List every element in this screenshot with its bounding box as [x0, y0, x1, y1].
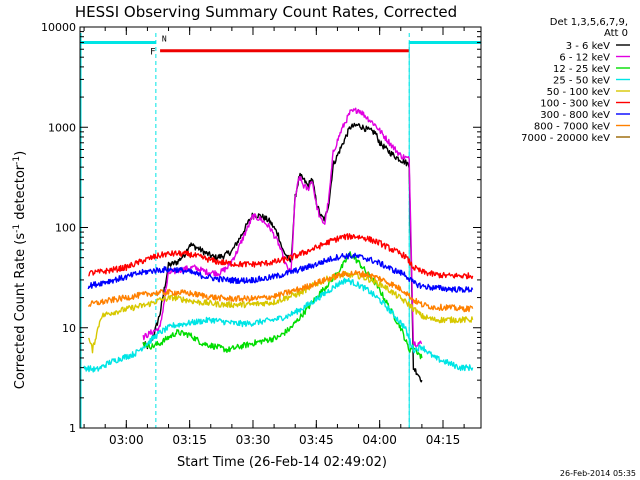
- y-axis-label-sup1: -1: [12, 224, 22, 233]
- legend-label-6: 300 - 800 keV: [540, 110, 610, 121]
- x-tick-label-1: 03:15: [172, 433, 207, 447]
- legend-label-1: 6 - 12 keV: [559, 53, 610, 64]
- y-axis-label-end: ): [13, 151, 28, 156]
- x-tick-label-0: 03:00: [109, 433, 144, 447]
- observing-flags: NF: [79, 33, 482, 428]
- legend-label-4: 50 - 100 keV: [547, 87, 611, 98]
- axes: 1 10 100 1000 10000 03:00 03:15 03:30 03:45 04:00…: [41, 21, 482, 447]
- x-axis-label: Start Time (26-Feb-14 02:49:02): [177, 455, 387, 470]
- x-tick-label-4: 04:00: [362, 433, 397, 447]
- legend-label-5: 100 - 300 keV: [540, 99, 610, 110]
- chart-title: HESSI Observing Summary Count Rates, Cor…: [75, 3, 457, 21]
- y-axis-label-mid: detector: [13, 164, 28, 224]
- y-tick-label-0: 1: [69, 422, 76, 435]
- series-line-50-100-kev: [87, 270, 474, 354]
- series-line-3-6-kev: [142, 122, 423, 383]
- flare-flag-label: F: [150, 48, 155, 58]
- series-line-25-50-kev: [83, 277, 474, 373]
- plot-frame: [79, 26, 482, 429]
- series-line-100-300-kev: [88, 233, 474, 280]
- legend-header-1: Att 0: [604, 28, 628, 39]
- y-tick-label-1: 10: [62, 322, 76, 335]
- legend-label-8: 7000 - 20000 keV: [521, 133, 610, 144]
- y-axis-label: Corrected Count Rate (s-1 detector-1): [12, 151, 28, 389]
- series-lines: [83, 107, 474, 383]
- legend-label-3: 25 - 50 keV: [553, 76, 610, 87]
- y-axis-label-sup2: -1: [12, 156, 22, 165]
- legend-label-0: 3 - 6 keV: [566, 41, 610, 52]
- legend-label-2: 12 - 25 keV: [553, 64, 610, 75]
- y-tick-label-3: 1000: [48, 121, 76, 134]
- timestamp-label: 26-Feb-2014 05:35: [560, 469, 636, 478]
- series-line-800-7000-kev: [87, 270, 474, 313]
- series-line-300-800-kev: [87, 252, 474, 293]
- legend-header-0: Det 1,3,5,6,7,9,: [550, 17, 628, 28]
- x-tick-label-5: 04:15: [426, 433, 461, 447]
- night-flag-label: N: [162, 35, 167, 44]
- y-axis-label-main: Corrected Count Rate (s: [13, 233, 28, 390]
- x-tick-label-3: 03:45: [299, 433, 334, 447]
- y-tick-label-2: 100: [55, 222, 76, 235]
- legend-label-7: 800 - 7000 keV: [534, 122, 610, 133]
- x-tick-label-2: 03:30: [236, 433, 271, 447]
- y-tick-label-4: 10000: [41, 21, 76, 34]
